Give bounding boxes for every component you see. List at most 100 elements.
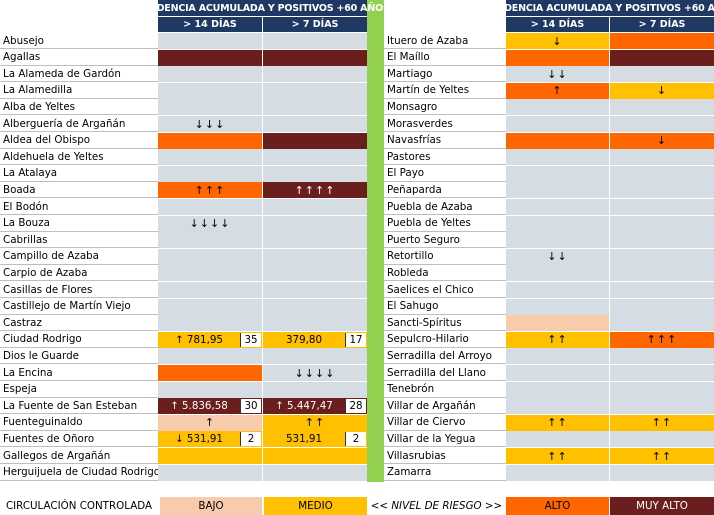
risk-cell-7-days — [263, 232, 367, 249]
municipality-name: Saelices el Chico — [384, 282, 506, 298]
risk-cell-14-days: ↑ 781,95 35 — [158, 331, 262, 348]
risk-cell-7-days — [263, 99, 367, 116]
risk-cell-7-days: ↑↑↑↑ — [263, 182, 367, 199]
municipality-name: Serradilla del Arroyo — [384, 348, 506, 365]
risk-cell-14-days — [506, 49, 609, 66]
municipality-name: Martiago — [384, 66, 506, 83]
municipality-name: Abusejo — [0, 33, 158, 49]
legend-bajo: BAJO — [160, 497, 262, 515]
risk-cell-14-days: ↓ 531,91 2 — [158, 431, 262, 448]
risk-cell-7-days: ↑↑ — [610, 414, 714, 431]
municipality-name: La Bouza — [0, 215, 158, 232]
trend-arrows: ↑↑↑ — [646, 333, 678, 347]
positives-count-badge: 35 — [240, 332, 261, 347]
trend-arrows: ↑↑ — [547, 333, 568, 347]
risk-cell-14-days — [158, 315, 262, 332]
positives-count-badge: 2 — [345, 432, 366, 447]
risk-cell-14-days — [506, 265, 609, 282]
municipality-name: La Alameda de Gardón — [0, 66, 158, 83]
incidence-value: 379,80 — [285, 333, 323, 346]
risk-cell-7-days — [610, 99, 714, 116]
risk-cell-14-days: ↓↓ — [506, 248, 609, 265]
risk-cell-14-days — [506, 199, 609, 215]
risk-cell-14-days: ↓↓ — [506, 66, 609, 83]
municipality-name: Villar de la Yegua — [384, 431, 506, 448]
risk-cell-7-days — [263, 49, 367, 66]
risk-cell-7-days — [610, 282, 714, 298]
municipality-name: El Sahugo — [384, 298, 506, 315]
risk-cell-7-days — [263, 298, 367, 315]
risk-cell-14-days — [506, 132, 609, 149]
municipality-name: Ituero de Azaba — [384, 33, 506, 49]
risk-cell-14-days — [506, 215, 609, 232]
risk-cell-14-days: ↑↑↑ — [158, 182, 262, 199]
risk-cell-7-days — [610, 265, 714, 282]
municipality-name: Boada — [0, 182, 158, 199]
municipality-name: Sancti-Spíritus — [384, 315, 506, 332]
trend-arrows: ↑ — [204, 416, 216, 430]
risk-cell-14-days — [506, 381, 609, 398]
risk-cell-7-days: ↓ — [610, 82, 714, 99]
positives-count-badge: 17 — [345, 332, 366, 347]
risk-cell-7-days — [610, 348, 714, 365]
risk-cell-14-days: ↓ — [506, 33, 609, 49]
municipality-name: Espeja — [0, 381, 158, 398]
right-header-14-days: > 14 DÍAS — [506, 17, 609, 32]
risk-cell-14-days — [158, 282, 262, 298]
trend-arrows: ↓ — [656, 134, 668, 148]
risk-cell-7-days — [263, 33, 367, 49]
risk-cell-7-days — [263, 82, 367, 99]
risk-cell-14-days — [158, 199, 262, 215]
trend-arrows: ↓↓↓↓ — [294, 366, 336, 380]
risk-cell-14-days — [506, 348, 609, 365]
risk-cell-14-days — [506, 149, 609, 166]
municipality-name: Zamarra — [384, 464, 506, 481]
incidence-value: ↑ 5.836,58 — [170, 400, 228, 413]
municipality-name: Dios le Guarde — [0, 348, 158, 365]
risk-cell-14-days — [506, 315, 609, 332]
municipality-name: Castraz — [0, 315, 158, 332]
risk-cell-14-days — [158, 165, 262, 182]
municipality-name: Tenebrón — [384, 381, 506, 398]
municipality-name: Carpio de Azaba — [0, 265, 158, 282]
risk-cell-14-days: ↓↓↓↓ — [158, 215, 262, 232]
risk-cell-7-days — [610, 248, 714, 265]
risk-cell-7-days — [263, 448, 367, 464]
trend-arrows: ↓↓↓↓ — [189, 217, 231, 231]
municipality-name: Robleda — [384, 265, 506, 282]
risk-cell-7-days — [610, 365, 714, 381]
trend-arrows: ↓↓↓ — [194, 117, 226, 131]
legend-circulacion-controlada: CIRCULACIÓN CONTROLADA — [5, 500, 153, 512]
risk-cell-7-days — [610, 315, 714, 332]
risk-cell-7-days: ↓ — [610, 132, 714, 149]
risk-cell-14-days — [158, 99, 262, 116]
risk-cell-14-days: ↑ — [506, 82, 609, 99]
trend-arrows: ↓ — [656, 84, 668, 98]
municipality-name: La Encina — [0, 365, 158, 381]
municipality-name: Sepulcro-Hilario — [384, 331, 506, 348]
risk-cell-14-days: ↑↑ — [506, 414, 609, 431]
municipality-name: Ciudad Rodrigo — [0, 331, 158, 348]
risk-cell-7-days — [263, 348, 367, 365]
municipality-name: La Alamedilla — [0, 82, 158, 99]
risk-cell-14-days: ↑ 5.836,58 30 — [158, 398, 262, 415]
legend-muy-alto: MUY ALTO — [610, 497, 714, 515]
risk-cell-7-days: ↑↑ — [610, 448, 714, 464]
risk-cell-7-days — [610, 49, 714, 66]
risk-cell-7-days: 379,80 17 — [263, 331, 367, 348]
municipality-name: El Bodón — [0, 199, 158, 215]
risk-cell-14-days — [158, 448, 262, 464]
municipality-name: Aldea del Obispo — [0, 132, 158, 149]
risk-cell-7-days — [263, 282, 367, 298]
risk-cell-7-days — [263, 165, 367, 182]
municipality-name: Pastores — [384, 149, 506, 166]
risk-cell-7-days: 531,91 2 — [263, 431, 367, 448]
risk-cell-7-days — [610, 66, 714, 83]
trend-arrows: ↑↑ — [547, 449, 568, 463]
risk-cell-14-days — [506, 116, 609, 132]
risk-cell-7-days — [263, 215, 367, 232]
risk-cell-7-days — [610, 182, 714, 199]
risk-cell-14-days — [158, 248, 262, 265]
risk-cell-7-days — [263, 381, 367, 398]
trend-arrows: ↓↓ — [547, 67, 568, 81]
